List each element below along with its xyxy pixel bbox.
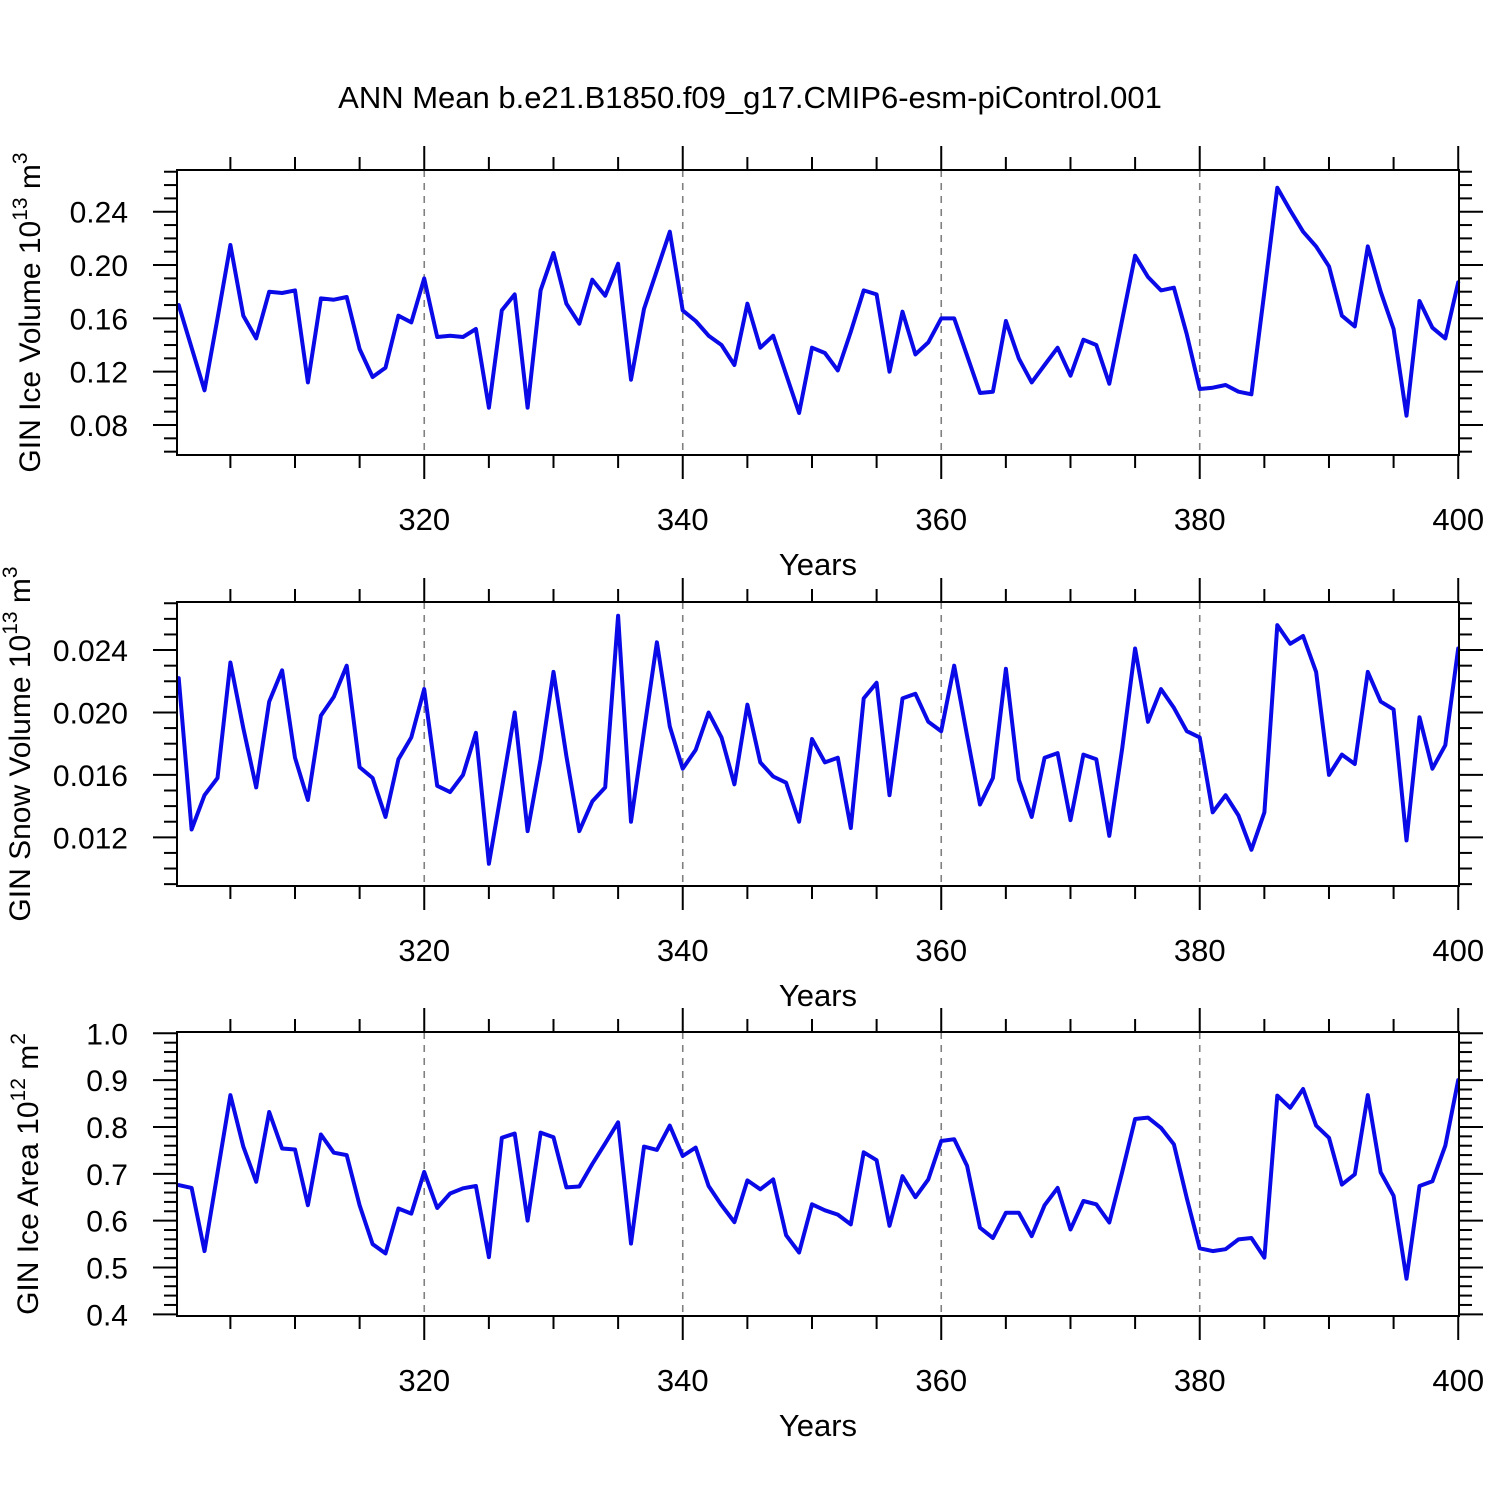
x-tick-label: 340 xyxy=(657,933,709,968)
series-ice-volume xyxy=(176,185,1461,418)
x-axis-title: Years xyxy=(779,978,857,1013)
x-tick-label: 400 xyxy=(1432,933,1484,968)
x-axis-title: Years xyxy=(779,1408,857,1443)
x-tick-label: 360 xyxy=(915,1363,967,1398)
y-tick-label: 1.0 xyxy=(86,1018,128,1051)
y-tick-label: 0.016 xyxy=(53,760,128,793)
x-tick-label: 340 xyxy=(657,1363,709,1398)
y-tick-label: 0.8 xyxy=(86,1112,128,1145)
panel-ice-volume: 0.08 0.12 0.16 0.20 0.24 320 340 360 380 400 Years… xyxy=(9,146,1484,582)
y-tick-label: 0.020 xyxy=(53,697,128,730)
y-tick-label: 0.08 xyxy=(70,410,128,443)
series-snow-volume xyxy=(176,613,1461,866)
y-tick-label: 0.4 xyxy=(86,1299,128,1332)
x-tick-label: 360 xyxy=(915,933,967,968)
x-tick-label: 400 xyxy=(1432,1363,1484,1398)
x-tick-label: 320 xyxy=(398,1363,450,1398)
chart-title: ANN Mean b.e21.B1850.f09_g17.CMIP6-esm-p… xyxy=(338,80,1162,115)
plot-frame xyxy=(176,601,1460,887)
y-tick-label: 0.12 xyxy=(70,357,128,390)
y-axis-title: GIN Ice Area 1012 m2 xyxy=(7,1033,45,1315)
x-tick-label: 400 xyxy=(1432,502,1484,537)
y-tick-label: 0.7 xyxy=(86,1159,128,1192)
x-tick-label: 380 xyxy=(1174,1363,1226,1398)
plot-frame xyxy=(176,169,1460,456)
x-tick-label: 340 xyxy=(657,502,709,537)
y-tick-label: 0.024 xyxy=(53,635,128,668)
y-tick-label: 0.16 xyxy=(70,303,128,336)
y-tick-label: 0.5 xyxy=(86,1252,128,1285)
y-tick-label: 0.9 xyxy=(86,1065,128,1098)
y-axis-title: GIN Snow Volume 1013 m3 xyxy=(0,566,37,921)
panel-ice-area: 0.4 0.5 0.6 0.7 0.8 0.9 1.0 320 340 360 380 400 Year… xyxy=(7,1008,1484,1443)
y-axis-title: GIN Ice Volume 1013 m3 xyxy=(9,152,47,472)
x-axis-title: Years xyxy=(779,547,857,582)
y-tick-label: 0.20 xyxy=(70,250,128,283)
series-ice-area xyxy=(176,1078,1461,1281)
x-tick-label: 320 xyxy=(398,933,450,968)
y-tick-label: 0.6 xyxy=(86,1206,128,1239)
y-tick-label: 0.24 xyxy=(70,197,128,230)
plot-frame xyxy=(176,1031,1460,1317)
x-tick-label: 380 xyxy=(1174,502,1226,537)
x-tick-label: 380 xyxy=(1174,933,1226,968)
x-tick-label: 320 xyxy=(398,502,450,537)
y-tick-label: 0.012 xyxy=(53,822,128,855)
panel-snow-volume: 0.012 0.016 0.020 0.024 320 340 360 380 400 Years… xyxy=(0,566,1484,1013)
x-tick-label: 360 xyxy=(915,502,967,537)
